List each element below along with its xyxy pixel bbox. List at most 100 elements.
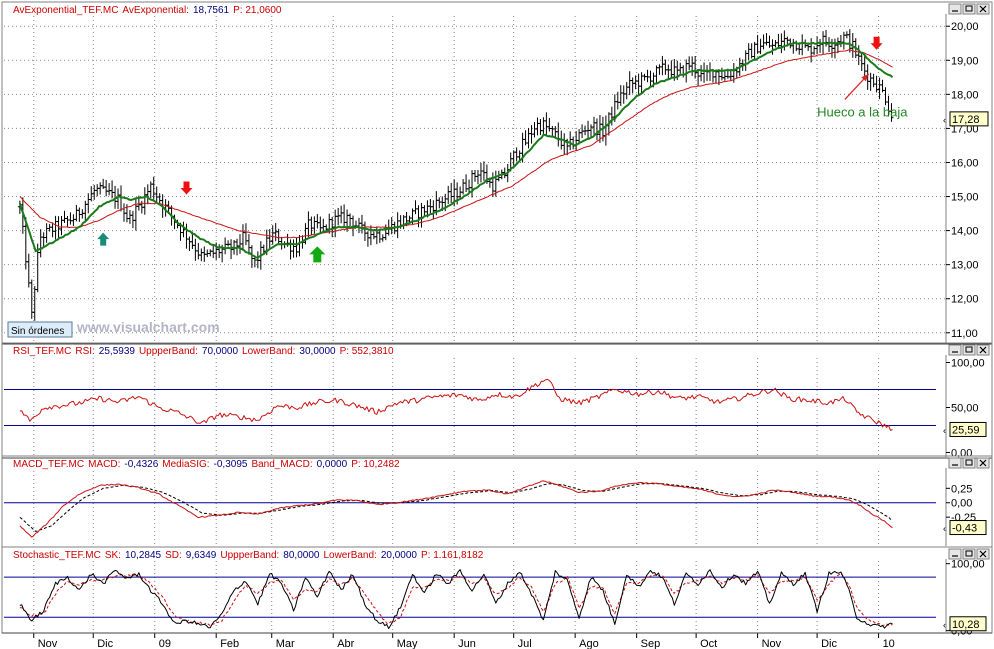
last-value-label: 17,28 [952, 114, 980, 126]
value-tick-label: 0,25 [951, 483, 972, 495]
value-tick-label: 16,00 [951, 157, 979, 169]
indicator-header: RSI_TEF.MC RSI: 25,5939 UppperBand: 70,0000 L… [13, 346, 394, 357]
month-label: Dic [97, 638, 113, 649]
month-label: Oct [700, 638, 717, 649]
header-name: RSI: [75, 346, 94, 357]
price-bar [889, 103, 894, 122]
maximize-button[interactable] [962, 548, 976, 560]
header-name: RSI_TEF.MC [13, 346, 71, 357]
header-value: 30,0000 [299, 346, 336, 357]
header-value: 9,6349 [186, 550, 217, 561]
rsi-panel [4, 378, 936, 431]
last-value-marker: ‹ [943, 524, 946, 534]
month-label: Nov [38, 638, 58, 649]
header-value: 70,0000 [202, 346, 239, 357]
value-tick-label: 11,00 [951, 328, 978, 340]
last-value-label: 10,28 [952, 619, 980, 631]
buy-arrow-icon [97, 232, 110, 246]
value-tick-label: 13,00 [951, 260, 979, 272]
maximize-icon [962, 3, 976, 15]
last-value-marker: ‹ [943, 115, 946, 125]
last-value-box [949, 616, 987, 632]
last-value-box [949, 421, 987, 437]
rsi-line [19, 378, 893, 431]
close-button[interactable] [976, 3, 990, 15]
header-value: 80,0000 [283, 550, 320, 561]
sell-arrow-icon [870, 36, 883, 50]
maximize-icon [962, 548, 976, 560]
indicator-header: MACD_TEF.MC MACD: -0,4326 MediaSIG: -0,3095 B… [13, 459, 400, 470]
stoch-d-line [19, 572, 893, 627]
month-label: Mar [276, 638, 295, 649]
close-button[interactable] [976, 548, 990, 560]
last-value-marker: ‹ [943, 425, 946, 435]
month-label: Abr [337, 638, 354, 649]
last-value-label: -0,43 [952, 523, 977, 535]
minimize-button[interactable] [948, 3, 962, 15]
month-label: Ago [579, 638, 599, 649]
maximize-button[interactable] [962, 457, 976, 469]
sell-arrow-icon [180, 181, 193, 195]
month-label: 10 [883, 638, 895, 649]
value-tick-label: 14,00 [951, 226, 979, 238]
header-name: Band_MACD: [251, 459, 312, 470]
header-name: P: 21,0600 [233, 5, 282, 16]
month-label: Feb [220, 638, 239, 649]
annotation-arrowhead-icon [861, 73, 869, 82]
header-name: SK: [105, 550, 121, 561]
value-tick-label: 15,00 [951, 192, 979, 204]
price-panel: Hueco a la baja [17, 29, 908, 321]
header-name: UppperBand: [139, 346, 198, 357]
header-name: LowerBand: [242, 346, 295, 357]
header-name: P: 1.161,8182 [421, 550, 484, 561]
macd-line [19, 480, 893, 538]
minimize-icon [948, 344, 962, 356]
header-name: AvExponential_TEF.MC [13, 5, 118, 16]
close-button[interactable] [976, 457, 990, 469]
minimize-icon [948, 457, 962, 469]
header-name: Stochastic_TEF.MC [13, 550, 101, 561]
minimize-button[interactable] [948, 457, 962, 469]
month-label: 09 [159, 638, 171, 649]
header-value: 20,0000 [381, 550, 418, 561]
maximize-icon [962, 457, 976, 469]
header-value: 18,7561 [193, 5, 230, 16]
last-value-box [949, 520, 987, 536]
minimize-button[interactable] [948, 344, 962, 356]
header-name: P: 10,2482 [351, 459, 400, 470]
value-tick-label: 100,00 [951, 358, 985, 370]
header-value: 25,5939 [99, 346, 136, 357]
price-bars [17, 29, 894, 321]
month-label: Jun [458, 638, 476, 649]
header-value: -0,3095 [214, 459, 248, 470]
orders-badge[interactable]: Sin órdenes [7, 321, 73, 338]
minimize-button[interactable] [948, 548, 962, 560]
maximize-button[interactable] [962, 344, 976, 356]
minimize-icon [948, 3, 962, 15]
header-value: 10,2845 [125, 550, 162, 561]
stoch-k-line [19, 569, 893, 629]
header-value: 0,0000 [317, 459, 348, 470]
header-name: MACD_TEF.MC [13, 459, 84, 470]
indicator-header: Stochastic_TEF.MC SK: 10,2845 SD: 9,6349 Uppp… [13, 550, 484, 561]
maximize-button[interactable] [962, 3, 976, 15]
indicator-header: AvExponential_TEF.MC AvExponential: 18,756… [13, 5, 282, 16]
stochastic-panel [4, 569, 936, 629]
header-name: AvExponential: [122, 5, 189, 16]
month-label: Sep [641, 638, 661, 649]
value-tick-label: 12,00 [951, 294, 979, 306]
header-name: LowerBand: [323, 550, 376, 561]
last-value-label: 25,59 [952, 424, 980, 436]
last-value-marker: ‹ [943, 620, 946, 630]
macd-panel [4, 480, 936, 538]
value-tick-label: 50,00 [951, 403, 979, 415]
watermark: www.visualchart.com [76, 319, 220, 335]
close-button[interactable] [976, 344, 990, 356]
header-name: UppperBand: [220, 550, 279, 561]
month-label: Dic [821, 638, 837, 649]
window-chrome: AvExponential_TEF.MC AvExponential: 18,756… [1, 1, 993, 638]
ema-fast-line [18, 41, 894, 259]
month-label: Jul [518, 638, 532, 649]
